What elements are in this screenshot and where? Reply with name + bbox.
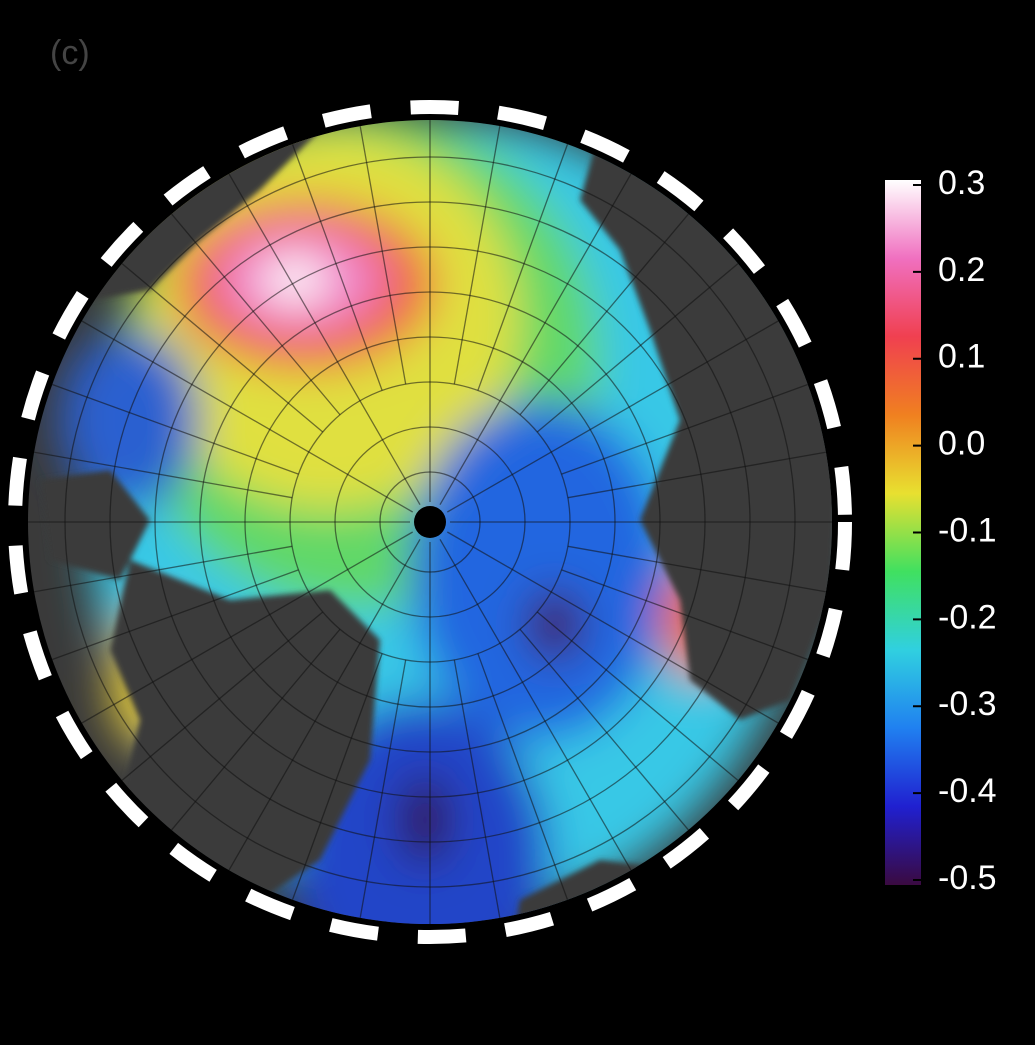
panel-label: (c) [50, 34, 90, 72]
colorbar-tick-label: -0.4 [938, 772, 997, 810]
page: (c) 0.30.20.10.0-0.1-0.2-0.3-0.4-0.5 (()… [0, 0, 1035, 1045]
field-blob [400, 775, 450, 865]
colorbar-tick-label: -0.2 [938, 598, 997, 636]
colorbar-tick-label: 0.2 [938, 251, 985, 289]
colorbar-tick-label: 0.3 [938, 164, 985, 202]
polar-map-figure: (c) 0.3 0.2 0.1 0.0 -0.1 -0.2 -0.3 -0.4 -0.5 [0, 0, 1035, 1045]
pole [414, 506, 446, 538]
field-blob [410, 400, 670, 740]
colorbar-tick-label: -0.3 [938, 685, 997, 723]
colorbar-tick-label: -0.1 [938, 511, 997, 549]
colorbar-tick-label: 0.1 [938, 338, 985, 376]
field-blob [260, 258, 330, 302]
field-blob [527, 590, 583, 660]
colorbar-tick-label: -0.5 [938, 859, 997, 897]
colorbar-tick-label: 0.0 [938, 425, 985, 463]
